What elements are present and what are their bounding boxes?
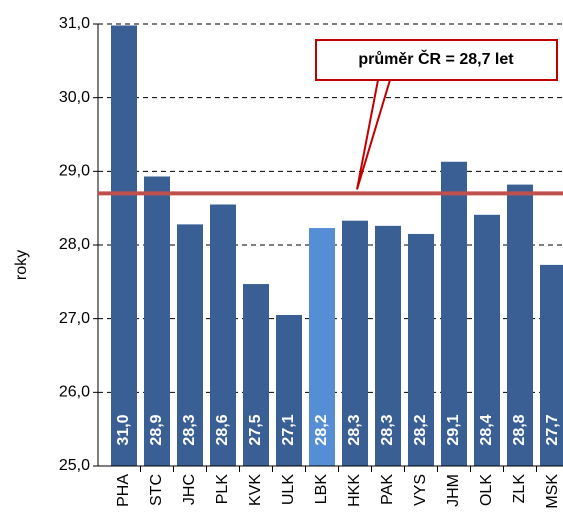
bar [540, 264, 563, 466]
data-label: 27,5 [247, 414, 264, 445]
y-tick-label: 27,0 [59, 310, 90, 327]
y-tick-label: 30,0 [59, 89, 90, 106]
x-tick-label: JHM [445, 474, 462, 507]
bar [441, 161, 467, 467]
data-label: 28,3 [346, 414, 363, 445]
annotation-arrow [356, 79, 392, 190]
data-label: 28,9 [148, 414, 165, 445]
x-tick-label: LBK [313, 474, 330, 505]
annotation-box [315, 39, 558, 81]
bar [177, 224, 203, 466]
data-label: 27,1 [280, 414, 297, 445]
x-tick-label: PAK [379, 474, 396, 505]
y-tick-label: 28,0 [59, 236, 90, 253]
data-label: 28,3 [181, 414, 198, 445]
bar [408, 233, 434, 466]
data-label: 29,1 [445, 414, 462, 445]
data-label: 28,2 [412, 414, 429, 445]
y-axis-label: roky [13, 250, 30, 280]
bar [144, 176, 170, 467]
data-label: 31,0 [115, 414, 132, 445]
bar [276, 314, 302, 466]
bar [474, 214, 500, 466]
y-tick-label: 29,0 [59, 163, 90, 180]
data-label: 27,7 [544, 414, 561, 445]
x-tick-label: ZLK [511, 474, 528, 504]
x-tick-label: PHA [115, 474, 132, 507]
x-tick-label: ULK [280, 474, 297, 505]
bar [111, 25, 137, 467]
bar [309, 228, 335, 466]
bar [210, 204, 236, 466]
bar [507, 184, 533, 467]
data-label: 28,3 [379, 414, 396, 445]
x-tick-label: PLK [214, 474, 231, 505]
annotation: průměr ČR = 28,7 let [358, 49, 514, 68]
y-tick-label: 31,0 [59, 15, 90, 32]
bar [375, 225, 401, 466]
x-tick-label: VYS [412, 474, 429, 506]
data-label: 28,4 [478, 414, 495, 445]
x-tick-label: JHC [181, 474, 198, 505]
bar [342, 220, 368, 466]
x-tick-label: OLK [478, 474, 495, 506]
data-label: 28,2 [313, 414, 330, 445]
bar [243, 284, 269, 466]
x-tick-label: STC [148, 474, 165, 506]
data-label: 28,6 [214, 414, 231, 445]
y-tick-label: 26,0 [59, 384, 90, 401]
x-tick-label: MSK [544, 474, 561, 509]
data-label: 28,8 [511, 414, 528, 445]
y-tick-label: 25,0 [59, 457, 90, 474]
x-tick-label: KVK [247, 474, 264, 506]
x-tick-label: HKK [346, 474, 363, 507]
